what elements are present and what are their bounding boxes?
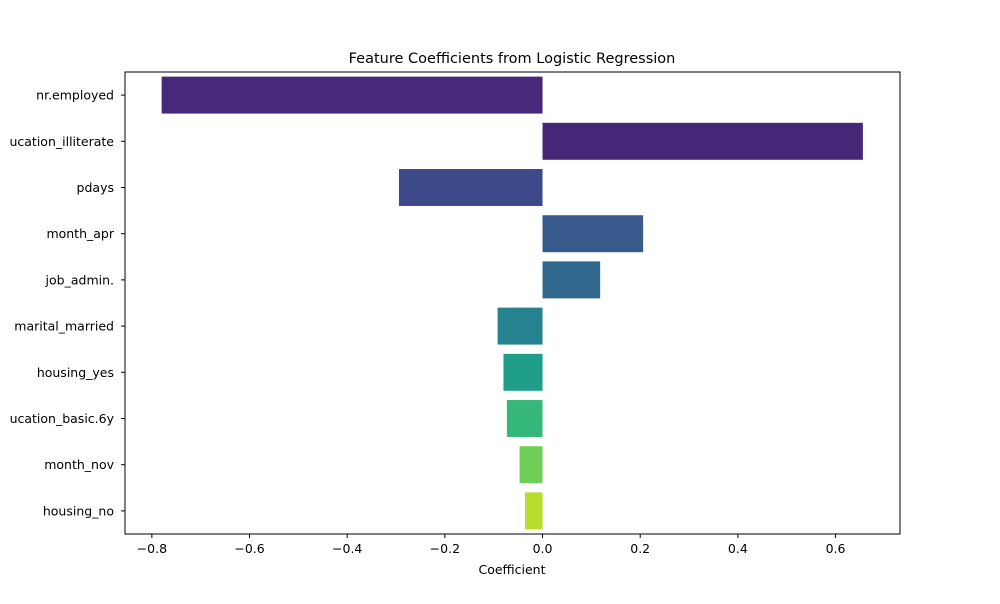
y-tick-label: marital_married (14, 319, 114, 334)
chart-title: Feature Coefficients from Logistic Regre… (349, 51, 676, 67)
bar-6 (503, 353, 543, 391)
y-tick-label: housing_no (43, 503, 114, 518)
x-axis-label: Coefficient (478, 562, 545, 577)
y-tick-label: month_nov (44, 457, 114, 472)
bar-9 (524, 492, 543, 530)
bar-8 (519, 446, 543, 484)
bars-layer (161, 76, 863, 530)
x-tick-label: −0.2 (430, 541, 460, 556)
y-tick-label: nr.employed (36, 88, 114, 103)
y-tick-label: housing_yes (37, 365, 114, 380)
x-tick-label: −0.6 (234, 541, 264, 556)
x-axis-ticks: −0.8 −0.6 −0.4 −0.2 0.0 0.2 0.4 0.6 (137, 534, 846, 556)
bar-7 (506, 400, 543, 437)
y-tick-label: month_apr (46, 226, 114, 241)
y-tick-label: pdays (77, 180, 114, 195)
y-tick-label: ucation_illiterate (9, 134, 114, 149)
bar-2 (398, 169, 543, 206)
y-tick-label: job_admin. (45, 272, 114, 287)
x-tick-label: −0.4 (332, 541, 362, 556)
bar-1 (542, 122, 863, 160)
x-tick-label: −0.8 (137, 541, 167, 556)
bar-5 (497, 307, 543, 345)
x-tick-label: 0.6 (826, 541, 846, 556)
x-tick-label: 0.0 (533, 541, 553, 556)
x-tick-label: 0.4 (728, 541, 748, 556)
bar-3 (542, 215, 644, 253)
bar-0 (161, 76, 543, 114)
y-tick-label: ucation_basic.6y (10, 411, 115, 426)
x-tick-label: 0.2 (630, 541, 650, 556)
bar-4 (542, 261, 601, 299)
plot-frame (124, 71, 901, 535)
